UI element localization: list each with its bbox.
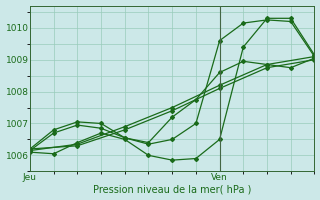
X-axis label: Pression niveau de la mer( hPa ): Pression niveau de la mer( hPa ) (93, 184, 252, 194)
